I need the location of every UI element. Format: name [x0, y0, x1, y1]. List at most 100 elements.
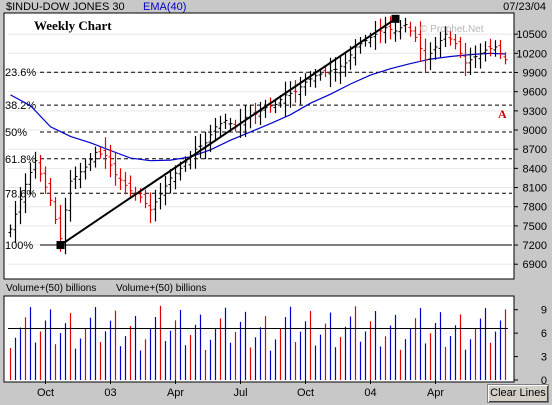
ohlc-bar: [88, 152, 93, 172]
ohlc-bar: [333, 57, 338, 82]
ohlc-bar: [143, 189, 148, 209]
ohlc-bar: [78, 162, 83, 189]
ohlc-bar: [33, 151, 38, 179]
ohlc-bar: [48, 177, 53, 206]
time-tick-label: Oct: [37, 387, 54, 399]
ohlc-bar: [468, 47, 473, 76]
price-tick-label: 8400: [523, 163, 547, 175]
price-tick-label: 7200: [523, 240, 547, 252]
trendline-end-handle[interactable]: [391, 14, 400, 23]
price-axis: 6900 7200 7500 7800 8100 8400 8700 9000 9300 9600…: [514, 29, 547, 271]
ohlc-bar: [503, 52, 508, 65]
ohlc-bar: [303, 73, 308, 96]
ohlc-bar: [358, 37, 363, 54]
volume-label-2: Volume+(50) billions: [116, 283, 206, 294]
ohlc-bar: [183, 156, 188, 172]
price-tick-label: 10500: [516, 29, 547, 41]
ohlc-bar: [408, 21, 413, 37]
time-tick-label: 04: [364, 387, 376, 399]
price-tick-label: 7500: [523, 221, 547, 233]
ohlc-bar: [488, 38, 493, 57]
ohlc-bar: [463, 42, 468, 77]
fib-level-label: 50%: [5, 127, 27, 139]
fib-level-label: 61.8%: [5, 154, 36, 166]
ohlc-bar: [118, 168, 123, 191]
trendline-group[interactable]: [56, 14, 400, 250]
ohlc-bar: [413, 26, 418, 42]
ohlc-bar: [38, 154, 43, 182]
volume-tick-label: 6: [541, 328, 547, 340]
ohlc-bar: [13, 200, 18, 243]
ohlc-bar: [18, 187, 23, 225]
price-tick-label: 6900: [523, 259, 547, 271]
ohlc-bar: [343, 52, 348, 77]
price-tick-label: 8700: [523, 144, 547, 156]
ohlc-bar: [493, 40, 498, 57]
volume-axis: 0 3 6 9: [514, 305, 547, 387]
ohlc-bar: [83, 159, 88, 180]
ohlc-bar: [23, 173, 28, 214]
ohlc-bar: [163, 175, 168, 206]
price-tick-label: 10200: [516, 48, 547, 60]
ohlc-bar: [153, 189, 158, 222]
ohlc-bar: [8, 224, 13, 238]
ohlc-bar: [213, 117, 218, 141]
ohlc-bar: [53, 197, 58, 225]
volume-panel: [3, 295, 515, 383]
time-tick-label: Oct: [297, 387, 314, 399]
ohlc-bar: [443, 26, 448, 47]
ohlc-bar: [98, 147, 103, 159]
fib-level-label: 23.6%: [5, 67, 36, 79]
ohlc-bar: [73, 166, 78, 190]
ohlc-bar: [198, 133, 203, 159]
ohlc-bar: [473, 45, 478, 68]
ohlc-bar: [353, 39, 358, 66]
ohlc-bar: [453, 33, 458, 50]
price-tick-label: 7800: [523, 202, 547, 214]
ohlc-bar: [288, 81, 293, 108]
ohlc-bar: [418, 21, 423, 62]
ohlc-bar: [398, 19, 403, 40]
ohlc-bar: [308, 71, 313, 88]
ohlc-bar: [173, 165, 178, 190]
volume-tick-label: 3: [541, 352, 547, 364]
ohlc-bar: [123, 171, 128, 195]
ohlc-bar: [168, 169, 173, 194]
annotation-a: A: [498, 107, 507, 121]
ohlc-bar: [458, 37, 463, 58]
ohlc-bar: [93, 146, 98, 168]
date-label: 07/23/04: [503, 1, 546, 13]
volume-bars: [8, 305, 508, 380]
ohlc-bar: [478, 43, 483, 69]
price-tick-label: 9000: [523, 125, 547, 137]
price-panel: [3, 12, 515, 280]
ohlc-bar: [158, 182, 163, 210]
time-tick-label: Apr: [427, 387, 444, 399]
price-tick-label: 9600: [523, 87, 547, 99]
ohlc-bar: [293, 80, 298, 103]
ohlc-bar: [498, 39, 503, 60]
ohlc-bar: [438, 31, 443, 58]
ohlc-bar: [383, 16, 388, 44]
price-tick-label: 9900: [523, 68, 547, 80]
price-tick-label: 8100: [523, 183, 547, 195]
clear-lines-button[interactable]: Clear Lines: [487, 384, 549, 403]
symbol-label: $INDU-DOW JONES 30: [6, 1, 125, 13]
trendline-start-handle[interactable]: [56, 241, 65, 250]
time-axis: Oct 03 Apr Jul Oct 04 Apr: [37, 380, 444, 399]
ohlc-bar: [423, 38, 428, 72]
watermark: © Prophet.Net: [420, 24, 484, 35]
ohlc-bar: [273, 98, 278, 114]
ohlc-bar: [323, 65, 328, 78]
fib-level-label: 100%: [5, 240, 33, 252]
ohlc-bar: [103, 137, 108, 169]
volume-label-1: Volume+(50) billions: [6, 283, 96, 294]
trendline[interactable]: [59, 18, 397, 246]
ohlc-bar: [393, 22, 398, 42]
ohlc-bar: [298, 76, 303, 105]
volume-tick-label: 9: [541, 305, 547, 317]
ohlc-bar: [448, 30, 453, 46]
ohlc-bar: [483, 41, 488, 62]
ohlc-bar: [218, 115, 223, 137]
